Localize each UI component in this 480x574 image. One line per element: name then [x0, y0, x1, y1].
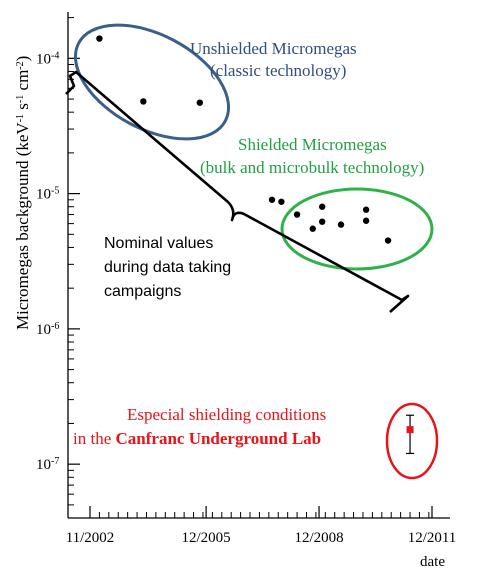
- unshielded-ellipse: [73, 23, 231, 141]
- nominal-label-line2: during data taking: [104, 259, 231, 276]
- canfranc-label-line1: Especial shielding conditions: [127, 405, 326, 424]
- data-point: [293, 211, 301, 218]
- data-point: [362, 217, 370, 224]
- unshielded-label-line2: (classic technology): [210, 61, 346, 80]
- canfranc-label-bold: Canfranc Underground Lab: [116, 429, 322, 448]
- x-tick-label: 11/2002: [66, 530, 115, 546]
- data-point: [337, 221, 345, 228]
- axes: 10-4 10-5 10-6 10-7 11/2002 12/2005 12/2008 12…: [36, 12, 456, 546]
- shielded-label-line1: Shielded Micromegas: [238, 135, 387, 154]
- nominal-label-line3: campaigns: [104, 283, 181, 300]
- data-point: [278, 198, 285, 205]
- x-tick-label: 12/2011: [408, 530, 457, 546]
- x-tick-label: 12/2005: [182, 530, 231, 546]
- canfranc-label-prefix: in the: [73, 429, 116, 448]
- data-point: [362, 206, 370, 213]
- canfranc-ellipse: [385, 402, 439, 480]
- y-tick-label: 10-6: [36, 320, 59, 338]
- nominal-label-line1: Nominal values: [104, 235, 213, 252]
- data-point: [384, 237, 392, 244]
- x-tick-label: 12/2008: [294, 530, 343, 546]
- data-point-square: [406, 426, 414, 434]
- unshielded-label-line1: Unshielded Micromegas: [190, 39, 357, 58]
- data-point: [318, 218, 326, 225]
- shielded-ellipse: [280, 187, 434, 271]
- data-point: [140, 98, 147, 105]
- nominal-bracket: [65, 70, 410, 313]
- shielded-label-line2: (bulk and microbulk technology): [200, 158, 424, 177]
- data-point: [96, 35, 103, 42]
- y-ticks: 10-4 10-5 10-6 10-7: [36, 17, 80, 519]
- data-point: [268, 196, 276, 203]
- data-point: [309, 225, 316, 232]
- data-points: [96, 35, 415, 455]
- y-tick-label: 10-4: [36, 50, 59, 68]
- data-point: [318, 203, 326, 210]
- x-axis-label: date: [420, 554, 445, 570]
- y-tick-label: 10-7: [36, 456, 59, 474]
- canfranc-label-line2: in the Canfranc Underground Lab: [73, 429, 321, 448]
- y-tick-label: 10-5: [36, 185, 59, 203]
- data-point: [196, 99, 204, 106]
- x-ticks: 11/2002 12/2005 12/2008 12/2011: [66, 506, 457, 546]
- y-axis-label: Micromegas background (keV-1 s-1 cm-2): [13, 56, 32, 330]
